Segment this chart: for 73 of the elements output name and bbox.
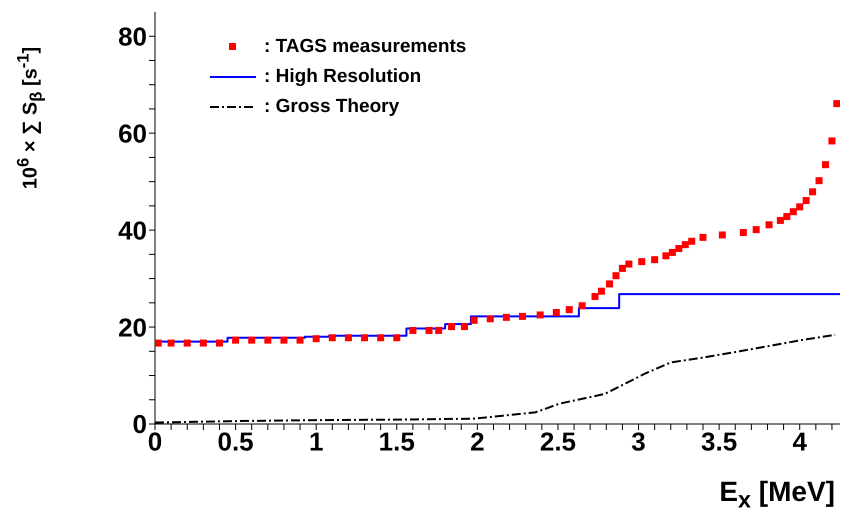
point xyxy=(566,306,573,314)
point xyxy=(470,316,478,324)
point xyxy=(612,272,620,280)
point xyxy=(328,334,336,342)
point xyxy=(409,326,416,334)
point xyxy=(393,334,400,342)
point xyxy=(618,264,626,272)
point xyxy=(809,188,816,196)
point xyxy=(816,177,823,184)
x-tick-label: 1 xyxy=(308,426,324,456)
y-tick-label: 20 xyxy=(118,312,147,342)
point xyxy=(625,260,632,268)
point xyxy=(682,241,689,248)
x-axis-title: E$_{x}$ [MeV] xyxy=(719,476,835,514)
point xyxy=(833,100,840,108)
legend-label: : TAGS measurements xyxy=(264,36,466,58)
x-tick-label: 4 xyxy=(792,426,808,456)
point xyxy=(486,315,494,322)
point xyxy=(502,314,510,321)
point xyxy=(200,340,207,347)
x-tick-label: 1.5 xyxy=(378,426,415,456)
legend-label: : High Resolution xyxy=(264,66,422,88)
point xyxy=(796,203,804,210)
point xyxy=(638,258,646,266)
x-tick-label: 3.5 xyxy=(701,426,738,456)
point xyxy=(536,311,544,318)
point xyxy=(828,137,836,144)
point xyxy=(783,213,790,220)
point xyxy=(606,280,614,288)
point xyxy=(700,234,706,241)
y-tick-label: 60 xyxy=(118,118,147,148)
point xyxy=(598,288,605,295)
point xyxy=(718,231,726,238)
point xyxy=(822,161,829,168)
point xyxy=(740,229,747,236)
x-tick-label: 2 xyxy=(470,426,485,456)
point xyxy=(752,226,760,234)
x-tick-label: 3 xyxy=(631,426,646,456)
point xyxy=(460,323,468,330)
x-tick-label: 2.5 xyxy=(540,426,576,456)
point xyxy=(766,221,773,228)
point xyxy=(688,238,696,245)
point xyxy=(435,326,442,334)
point xyxy=(232,336,240,344)
point xyxy=(344,334,352,342)
point xyxy=(776,216,784,224)
point xyxy=(426,326,432,334)
point xyxy=(662,252,670,260)
point xyxy=(578,302,586,310)
point xyxy=(448,323,456,330)
point xyxy=(377,334,384,342)
point xyxy=(552,309,560,316)
y-tick-label: 40 xyxy=(118,215,147,246)
point xyxy=(296,336,304,344)
point xyxy=(264,336,272,344)
point xyxy=(155,340,162,347)
point xyxy=(651,256,658,264)
point xyxy=(790,208,797,216)
point xyxy=(184,340,191,347)
point xyxy=(216,340,223,347)
point xyxy=(248,336,256,344)
point xyxy=(675,245,682,252)
point xyxy=(802,197,810,204)
x-tick-label: 0.5 xyxy=(218,426,254,456)
point xyxy=(280,336,288,344)
point xyxy=(312,335,320,342)
legend-label: : Gross Theory xyxy=(264,96,400,118)
point xyxy=(518,312,526,320)
point xyxy=(361,334,368,342)
point xyxy=(168,340,175,347)
y-tick-label: 80 xyxy=(118,21,147,52)
point xyxy=(592,293,599,300)
point xyxy=(668,248,676,256)
